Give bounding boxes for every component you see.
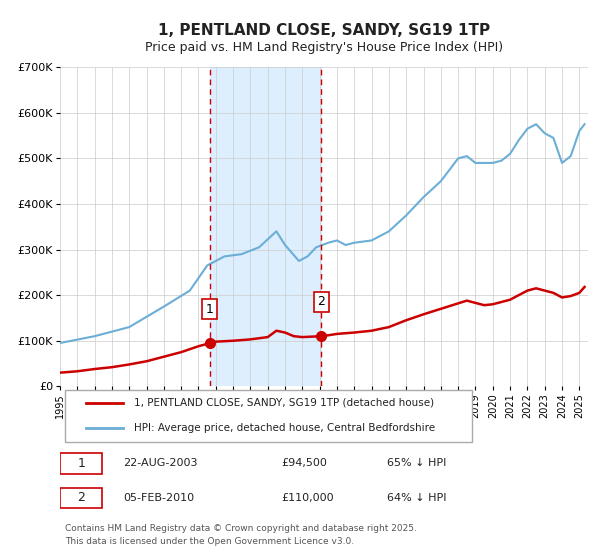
Text: Price paid vs. HM Land Registry's House Price Index (HPI): Price paid vs. HM Land Registry's House …: [145, 41, 503, 54]
Text: 2: 2: [317, 296, 325, 309]
FancyBboxPatch shape: [60, 488, 102, 508]
Text: 65% ↓ HPI: 65% ↓ HPI: [388, 458, 447, 468]
Text: 1: 1: [206, 302, 214, 315]
FancyBboxPatch shape: [60, 452, 102, 474]
Text: 1: 1: [77, 456, 85, 470]
Text: Contains HM Land Registry data © Crown copyright and database right 2025.
This d: Contains HM Land Registry data © Crown c…: [65, 524, 417, 546]
Text: £94,500: £94,500: [282, 458, 328, 468]
Text: HPI: Average price, detached house, Central Bedfordshire: HPI: Average price, detached house, Cent…: [134, 423, 435, 433]
Text: 1, PENTLAND CLOSE, SANDY, SG19 1TP (detached house): 1, PENTLAND CLOSE, SANDY, SG19 1TP (deta…: [134, 398, 434, 408]
Text: 1, PENTLAND CLOSE, SANDY, SG19 1TP: 1, PENTLAND CLOSE, SANDY, SG19 1TP: [158, 24, 490, 38]
Text: 05-FEB-2010: 05-FEB-2010: [124, 493, 194, 503]
Text: £110,000: £110,000: [282, 493, 334, 503]
Text: 2: 2: [77, 492, 85, 505]
Text: 64% ↓ HPI: 64% ↓ HPI: [388, 493, 447, 503]
Bar: [209, 67, 321, 386]
FancyBboxPatch shape: [65, 390, 472, 442]
Text: 22-AUG-2003: 22-AUG-2003: [124, 458, 198, 468]
